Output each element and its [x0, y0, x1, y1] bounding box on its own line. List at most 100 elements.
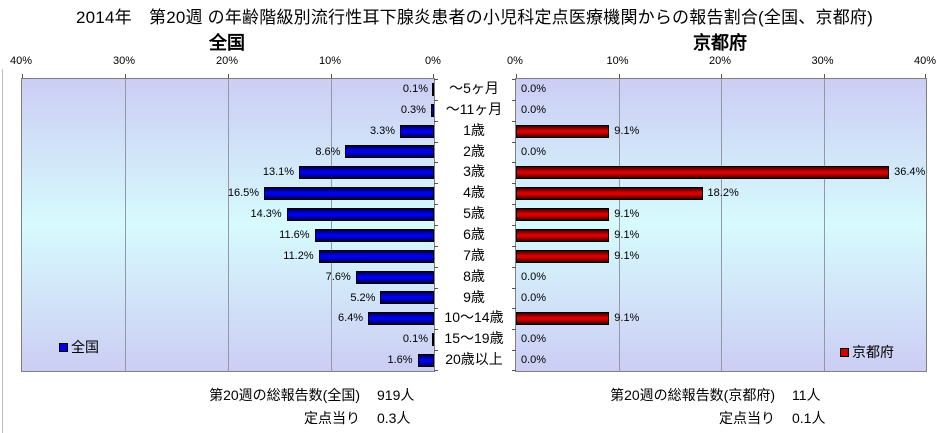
- category-label: 8歳: [463, 267, 485, 284]
- bar-row: 11.6%: [22, 225, 434, 246]
- axis-tick-label: 20%: [708, 55, 732, 67]
- value-label: 9.1%: [614, 229, 640, 241]
- kyoto-legend-label: 京都府: [852, 344, 894, 360]
- national-per-station-value: 0.3人: [377, 410, 411, 426]
- axis-tickmark: [228, 74, 229, 78]
- category-tickmark: [512, 246, 516, 247]
- category-label: 1歳: [463, 121, 485, 138]
- kyoto-bar: [516, 249, 610, 263]
- national-bar: [400, 124, 434, 138]
- bar-row: 9.1%: [516, 225, 926, 246]
- value-label: 0.0%: [521, 270, 547, 283]
- category-label: 20歳以上: [445, 351, 503, 368]
- category-tickmark: [512, 370, 516, 371]
- national-bar: [380, 291, 434, 305]
- category-tickmark: [434, 162, 438, 163]
- gridline: [331, 79, 332, 371]
- kyoto-per-station-value: 0.1人: [792, 410, 826, 426]
- category-tickmark: [512, 288, 516, 289]
- national-total-reports-label: 第20週の総報告数(全国): [209, 387, 360, 403]
- category-tickmark: [512, 329, 516, 330]
- category-tickmark: [512, 162, 516, 163]
- kyoto-total-reports-label: 第20週の総報告数(京都府): [610, 387, 775, 403]
- category-tickmark: [512, 204, 516, 205]
- bar-row: 0.1%: [22, 79, 434, 100]
- bar-row: 0.0%: [516, 142, 926, 163]
- category-tickmark: [434, 308, 438, 309]
- category-tickmark: [434, 183, 438, 184]
- axis-tickmark: [721, 74, 722, 78]
- national-bar: [430, 103, 434, 117]
- category-tickmark: [434, 225, 438, 226]
- axis-tick-label: 30%: [112, 55, 136, 67]
- left-axis-tick-labels: 40% 30% 20% 10% 0%: [10, 55, 441, 70]
- axis-tickmark: [823, 74, 825, 78]
- value-label: 0.0%: [521, 291, 547, 304]
- bar-row: 11.2%: [22, 246, 434, 267]
- bar-row: 9.1%: [516, 121, 926, 142]
- kyoto-bar: [516, 208, 610, 222]
- category-label: 7歳: [463, 246, 485, 263]
- bar-row: 18.2%: [516, 183, 926, 204]
- national-bar: [417, 354, 434, 368]
- axis-tickmark: [125, 74, 126, 78]
- bar-row: 0.3%: [22, 100, 434, 121]
- axis-tickmark: [433, 74, 434, 78]
- kyoto-bar: [516, 124, 610, 138]
- bar-row: 0.0%: [516, 100, 926, 121]
- value-label: 11.6%: [279, 229, 310, 241]
- category-tickmark: [434, 121, 438, 122]
- value-label: 3.3%: [369, 124, 396, 137]
- category-tickmark: [434, 79, 438, 80]
- category-tickmark: [512, 142, 516, 143]
- axis-tickmark: [516, 74, 517, 78]
- value-label: 13.1%: [262, 166, 295, 179]
- category-axis-labels: ～5ヶ月 ～11ヶ月 1歳 2歳 3歳 4歳 5歳 6歳 7歳 8歳 9歳 10～14歳 15～19歳 2…: [433, 78, 515, 370]
- bar-row: 13.1%: [22, 162, 434, 183]
- category-tickmark: [512, 100, 516, 101]
- national-bar: [318, 249, 434, 263]
- category-tickmark: [434, 142, 438, 143]
- gridline: [125, 79, 126, 371]
- value-label: 0.0%: [521, 354, 547, 367]
- category-label: 9歳: [463, 288, 485, 305]
- axis-tickmark: [618, 74, 620, 78]
- category-tickmark: [512, 308, 516, 309]
- kyoto-legend: 京都府: [840, 342, 894, 362]
- bar-row: 9.1%: [516, 204, 926, 225]
- national-legend: 全国: [59, 337, 99, 357]
- bar-row: 36.4%: [516, 162, 926, 183]
- chart-title: 2014年 第20週 の年齢階級別流行性耳下腺炎患者の小児科定点医療機関からの報…: [76, 8, 873, 27]
- value-label: 9.1%: [614, 249, 640, 262]
- value-label: 18.2%: [707, 187, 739, 200]
- bar-row: 3.3%: [22, 121, 434, 142]
- bar-row: 0.0%: [516, 79, 926, 100]
- axis-tickmark: [22, 74, 23, 78]
- value-label: 0.0%: [521, 83, 547, 95]
- bar-row: 16.5%: [22, 183, 434, 204]
- bar-row: 0.0%: [516, 288, 926, 309]
- kyoto-bar: [516, 166, 890, 180]
- value-label: 0.1%: [402, 83, 428, 95]
- national-bar: [264, 187, 434, 201]
- value-label: 5.2%: [350, 291, 376, 304]
- category-tickmark: [434, 329, 438, 330]
- bar-row: 0.0%: [516, 350, 926, 371]
- value-label: 0.1%: [402, 333, 428, 346]
- right-plot-area: 0.0% 0.0% 9.1% 0.0% 36.4% 18.2% 9.1% 9.1% 9.1% 0.…: [512, 74, 927, 372]
- value-label: 0.3%: [400, 103, 426, 116]
- category-tickmark: [512, 79, 516, 80]
- value-label: 11.2%: [283, 249, 314, 262]
- left-plot-area: 0.1% 0.3% 3.3% 8.6% 13.1% 16.5% 14.3% 11.6% 11.2…: [21, 74, 438, 372]
- axis-tick-label: 0%: [425, 55, 441, 67]
- national-legend-swatch-icon: [59, 342, 68, 352]
- axis-tick-label: 10%: [606, 55, 629, 67]
- axis-tickmark: [331, 74, 332, 78]
- right-chart-subtitle: 京都府: [693, 33, 747, 53]
- category-label: 4歳: [463, 184, 485, 201]
- kyoto-bar: [516, 187, 703, 201]
- bar-row: 0.1%: [22, 329, 434, 350]
- value-label: 8.6%: [315, 145, 341, 158]
- axis-tickmark: [925, 74, 926, 78]
